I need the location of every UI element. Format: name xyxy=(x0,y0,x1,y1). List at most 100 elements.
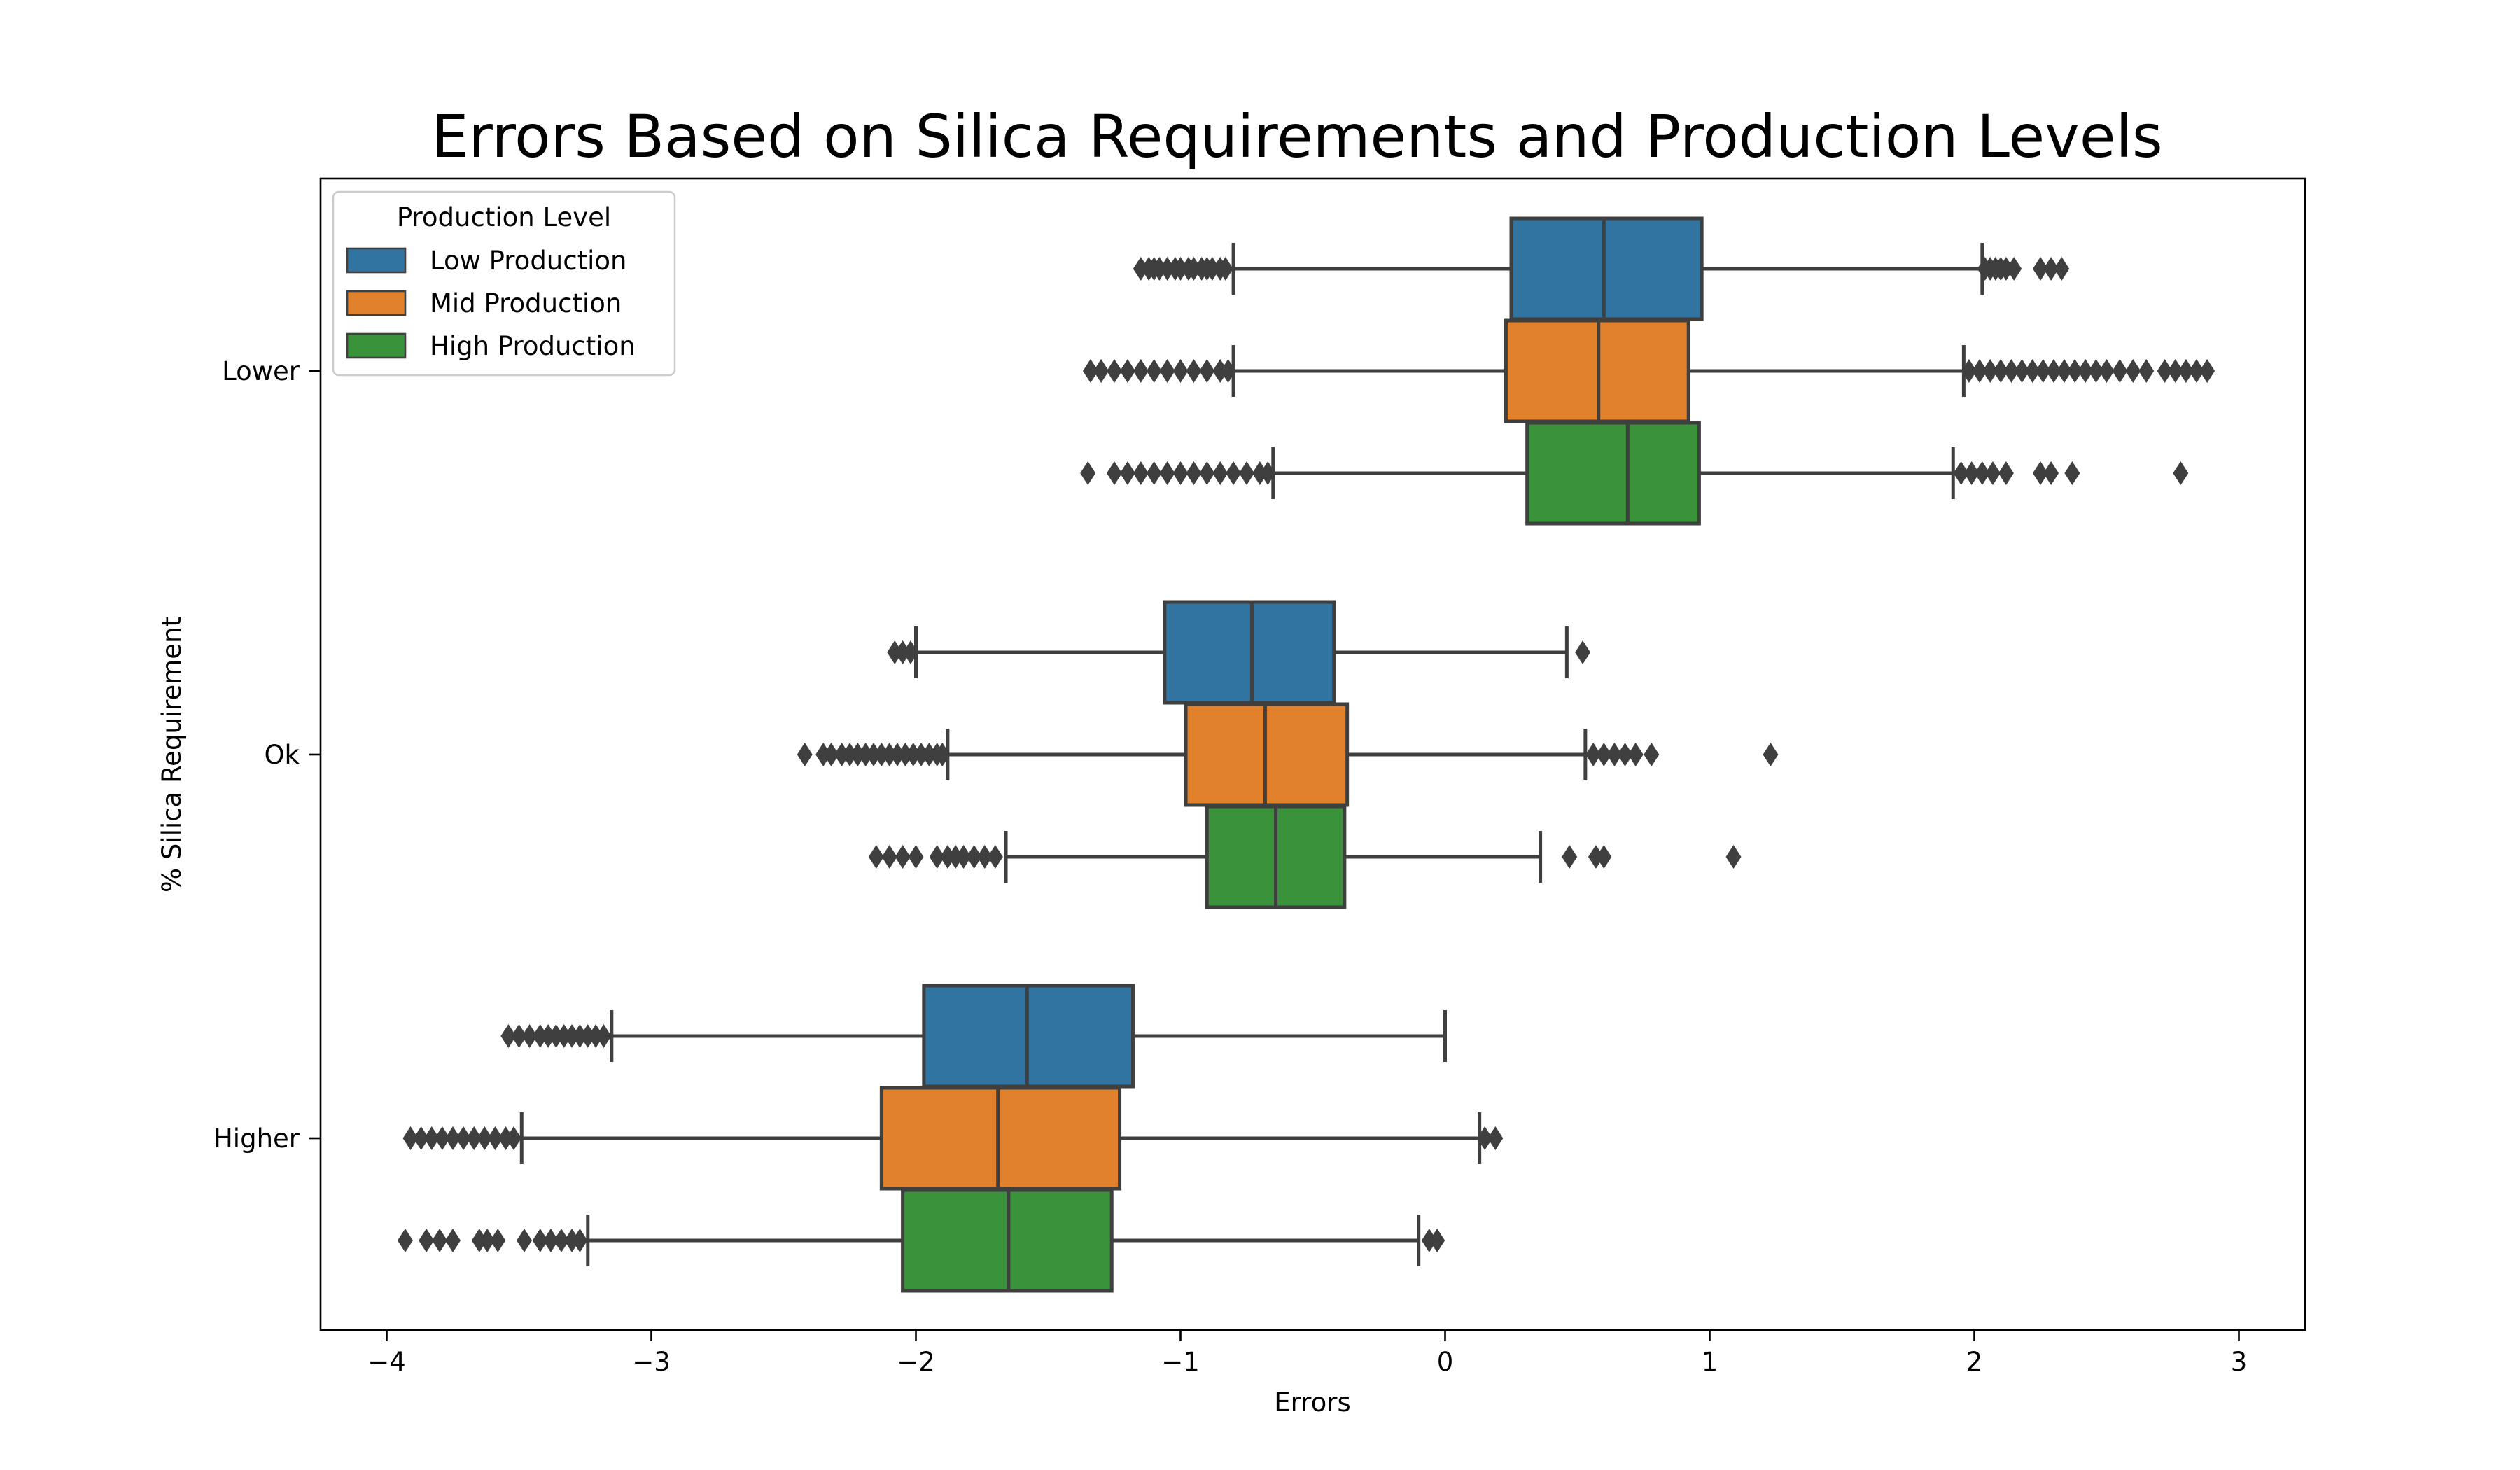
outlier-marker xyxy=(1575,640,1591,664)
outlier-marker xyxy=(842,743,858,766)
outlier-marker xyxy=(1133,461,1149,485)
x-tick-label: 0 xyxy=(1437,1347,1454,1377)
legend: Production Level Low Production Mid Produc… xyxy=(332,190,676,377)
outlier-marker xyxy=(866,743,882,766)
outlier-marker xyxy=(2054,257,2070,281)
outlier-marker xyxy=(1186,359,1202,383)
outlier-marker xyxy=(505,1126,522,1150)
outlier-marker xyxy=(564,1228,580,1252)
box-ok-mid xyxy=(797,702,1779,807)
outlier-marker xyxy=(1133,257,1149,281)
outlier-marker xyxy=(556,1024,572,1048)
x-tick-label: 3 xyxy=(2231,1347,2248,1377)
outlier-marker xyxy=(1204,257,1220,281)
outlier-marker xyxy=(2138,359,2155,383)
outlier-marker xyxy=(1726,845,1742,869)
legend-label: Low Production xyxy=(430,246,626,276)
outlier-marker xyxy=(1119,461,1135,485)
x-tick-label: 2 xyxy=(1966,1347,1983,1377)
outlier-marker xyxy=(1993,359,2009,383)
outlier-marker xyxy=(955,845,972,869)
outlier-marker xyxy=(1217,257,1233,281)
outlier-marker xyxy=(1260,461,1276,485)
outlier-marker xyxy=(596,1024,612,1048)
outlier-marker xyxy=(1596,743,1612,766)
outlier-marker xyxy=(1972,359,1988,383)
outlier-marker xyxy=(1159,257,1175,281)
outlier-marker xyxy=(1239,461,1254,485)
outlier-marker xyxy=(532,1024,548,1048)
outlier-marker xyxy=(1562,845,1578,869)
outlier-marker xyxy=(572,1024,588,1048)
outlier-marker xyxy=(2088,359,2104,383)
x-axis: −4 −3 −2 −1 0 1 2 3 xyxy=(368,1330,2247,1377)
outlier-marker xyxy=(2043,461,2059,485)
outlier-marker xyxy=(2157,359,2173,383)
outlier-marker xyxy=(542,1228,559,1252)
box-ok-high xyxy=(868,804,1742,909)
outlier-marker xyxy=(1226,461,1242,485)
outlier-marker xyxy=(2199,359,2216,383)
outlier-marker xyxy=(1199,359,1215,383)
outlier-marker xyxy=(434,1126,450,1150)
outlier-marker xyxy=(1961,359,1977,383)
outlier-marker xyxy=(929,845,945,869)
outlier-marker xyxy=(1252,461,1268,485)
outlier-marker xyxy=(1998,257,2014,281)
outlier-marker xyxy=(540,1024,556,1048)
outlier-marker xyxy=(1107,359,1122,383)
outlier-marker xyxy=(976,845,993,869)
outlier-marker xyxy=(1963,461,1980,485)
box-lower-high xyxy=(1080,421,2189,526)
outlier-marker xyxy=(1186,257,1202,281)
outlier-marker xyxy=(487,1126,503,1150)
outlier-marker xyxy=(874,743,890,766)
legend-swatch xyxy=(346,332,407,359)
outlier-marker xyxy=(939,845,955,869)
legend-label: High Production xyxy=(430,331,636,361)
outlier-marker xyxy=(1093,359,1110,383)
outlier-marker xyxy=(1220,359,1236,383)
outlier-marker xyxy=(1172,461,1189,485)
outlier-marker xyxy=(1107,461,1122,485)
box-ok-low xyxy=(887,600,1591,705)
outlier-marker xyxy=(402,1126,419,1150)
outlier-marker xyxy=(1617,743,1633,766)
outlier-marker xyxy=(1488,1126,1504,1150)
outlier-marker xyxy=(397,1228,413,1252)
outlier-marker xyxy=(1763,743,1779,766)
x-tick-label: −2 xyxy=(897,1347,935,1377)
outlier-marker xyxy=(1159,461,1175,485)
outlier-marker xyxy=(1152,257,1168,281)
outlier-marker xyxy=(948,845,964,869)
outlier-marker xyxy=(850,743,866,766)
outlier-marker xyxy=(2024,359,2040,383)
outlier-marker xyxy=(1146,461,1162,485)
outlier-marker xyxy=(902,640,918,664)
outlier-marker xyxy=(881,743,897,766)
outlier-marker xyxy=(1080,461,1096,485)
outlier-marker xyxy=(1644,743,1660,766)
outlier-marker xyxy=(966,845,982,869)
outlier-marker xyxy=(445,1228,461,1252)
outlier-marker xyxy=(1172,359,1189,383)
outlier-marker xyxy=(2033,257,2048,281)
outlier-marker xyxy=(987,845,1003,869)
outlier-marker xyxy=(572,1228,588,1252)
outlier-marker xyxy=(2043,257,2059,281)
outlier-marker xyxy=(2003,359,2019,383)
outlier-marker xyxy=(1199,461,1215,485)
outlier-marker xyxy=(890,743,906,766)
outlier-marker xyxy=(432,1228,448,1252)
outlier-marker xyxy=(548,1024,564,1048)
outlier-marker xyxy=(934,743,951,766)
outlier-marker xyxy=(445,1126,461,1150)
outlier-marker xyxy=(1628,743,1644,766)
outlier-marker xyxy=(471,1228,487,1252)
outlier-marker xyxy=(424,1126,440,1150)
outlier-marker xyxy=(1186,461,1202,485)
outlier-marker xyxy=(1596,845,1612,869)
legend-frame xyxy=(332,190,676,377)
outlier-marker xyxy=(887,640,903,664)
outlier-marker xyxy=(1172,257,1189,281)
